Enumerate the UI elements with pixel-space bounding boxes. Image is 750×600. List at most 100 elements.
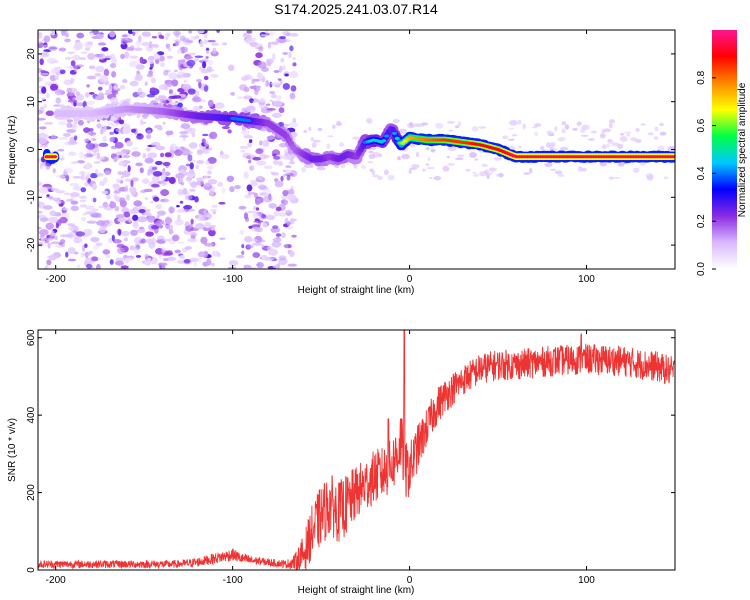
spectrogram-noise-blob xyxy=(97,86,103,91)
spectrogram-noise-blob xyxy=(187,88,196,95)
spectrogram-noise-blob xyxy=(62,207,70,211)
spectrogram-halo-blob xyxy=(507,138,515,141)
spectrogram-noise-blob xyxy=(54,197,58,201)
spectrogram-noise-blob xyxy=(250,109,256,114)
spectrogram-noise-blob xyxy=(151,175,160,183)
spectrogram-noise-blob xyxy=(266,60,272,67)
spectrogram-noise-blob xyxy=(272,155,281,160)
spectrogram-noise-blob xyxy=(208,229,216,237)
spectrogram-data xyxy=(38,30,675,269)
spectrogram-noise-blob xyxy=(155,58,160,64)
spectrogram-halo-blob xyxy=(420,122,429,126)
spectrogram-noise-blob xyxy=(55,200,62,205)
colorbar-tick-label: 0.2 xyxy=(696,214,707,228)
spectrogram-noise-blob xyxy=(239,230,245,235)
spectrogram-noise-blob xyxy=(124,257,134,261)
spectrogram-noise-blob xyxy=(43,121,54,125)
spectrogram-noise-blob xyxy=(207,156,217,164)
spectrogram-noise-blob xyxy=(47,243,51,249)
spectrogram-noise-blob xyxy=(273,69,280,73)
ridge-core xyxy=(52,155,58,159)
spectrogram-noise-blob xyxy=(156,219,165,225)
spectrogram-halo-blob xyxy=(545,142,551,148)
spectrogram-noise-blob xyxy=(55,97,62,104)
spectrogram-noise-blob xyxy=(148,242,156,249)
spectrogram-noise-blob xyxy=(277,78,282,81)
spectrogram-halo-blob xyxy=(421,168,427,172)
spectrogram-noise-blob xyxy=(187,154,193,162)
spectrogram-halo-blob xyxy=(430,148,436,153)
spectrogram-noise-blob xyxy=(261,213,266,219)
spectrogram-noise-blob xyxy=(204,182,211,187)
spectrogram-noise-blob xyxy=(63,167,74,173)
spectrogram-noise-blob xyxy=(289,33,299,37)
spectrogram-noise-blob xyxy=(67,151,77,157)
spectrogram-noise-blob xyxy=(174,149,183,156)
spectrogram-noise-blob xyxy=(97,42,107,46)
spectrogram-halo-blob xyxy=(599,161,607,167)
snr-series-line xyxy=(38,330,675,570)
spectrogram-noise-blob xyxy=(139,226,145,230)
spectrogram-noise-blob xyxy=(67,87,78,94)
spectrogram-noise-blob xyxy=(284,226,295,230)
spectrogram-noise-blob xyxy=(109,63,117,69)
spectrogram-noise-blob xyxy=(106,194,111,200)
spectrogram-noise-blob xyxy=(109,201,117,209)
spectrogram-noise-blob xyxy=(184,194,193,201)
spectrogram-noise-blob xyxy=(165,43,171,49)
spectrogram-noise-blob xyxy=(163,251,174,256)
spectrogram-noise-blob xyxy=(99,180,106,187)
spectrogram-halo-blob xyxy=(549,142,556,147)
spectrogram-noise-blob xyxy=(87,52,96,60)
spectrogram-noise-blob xyxy=(83,252,92,256)
spectrogram-halo-blob xyxy=(509,119,518,126)
spectrogram-noise-blob xyxy=(227,64,235,71)
spectrogram-halo-blob xyxy=(316,166,326,171)
spectrogram-noise-blob xyxy=(38,186,49,194)
spectrogram-noise-blob xyxy=(169,92,177,96)
spectrogram-noise-blob xyxy=(66,129,77,133)
spectrogram-noise-blob xyxy=(66,122,73,129)
spectrogram-noise-blob xyxy=(49,74,57,82)
spectrogram-noise-blob xyxy=(135,254,142,258)
spectrogram-noise-blob xyxy=(252,252,261,258)
spectrogram-noise-blob xyxy=(111,70,117,78)
spectrogram-noise-blob xyxy=(68,92,74,96)
spectrogram-noise-blob xyxy=(247,210,257,214)
spectrogram-halo-blob xyxy=(446,120,456,124)
spectrogram-noise-blob xyxy=(91,213,99,218)
spectrogram-noise-blob xyxy=(158,84,167,91)
spectrogram-noise-blob xyxy=(263,165,273,170)
spectrogram-noise-blob xyxy=(139,56,144,64)
spectrogram-noise-blob xyxy=(151,44,158,47)
spectrogram-halo-blob xyxy=(607,138,612,142)
spectrogram-halo-blob xyxy=(429,176,433,180)
spectrogram-noise-blob xyxy=(49,83,59,91)
spectrogram-noise-blob xyxy=(53,104,62,107)
spectrogram-noise-blob xyxy=(227,129,232,134)
spectrogram-noise-blob xyxy=(196,149,203,156)
spectrogram-noise-blob xyxy=(85,138,90,143)
spectrogram-noise-blob xyxy=(234,184,241,190)
spectrogram-noise-blob xyxy=(289,218,295,225)
spectrogram-noise-blob xyxy=(113,190,121,194)
spectrogram-noise-blob xyxy=(65,174,70,182)
spectrogram-noise-blob xyxy=(267,41,272,49)
spectrogram-noise-blob xyxy=(187,178,192,185)
spectrogram-noise-blob xyxy=(86,75,97,80)
y-tick-label: -10 xyxy=(26,190,37,205)
spectrogram-noise-blob xyxy=(39,58,44,66)
spectrogram-halo-blob xyxy=(626,133,630,137)
spectrogram-noise-blob xyxy=(204,175,209,179)
spectrogram-halo-blob xyxy=(654,136,658,140)
spectrogram-halo-blob xyxy=(401,153,411,160)
spectrogram-noise-blob xyxy=(76,102,85,107)
spectrogram-noise-blob xyxy=(261,244,265,248)
spectrogram-noise-blob xyxy=(236,254,245,259)
spectrogram-halo-blob xyxy=(654,126,659,132)
spectrogram-halo-blob xyxy=(663,176,669,180)
ridge-core xyxy=(670,155,675,159)
spectrogram-noise-blob xyxy=(212,47,217,55)
spectrogram-noise-blob xyxy=(51,188,60,192)
spectrogram-halo-blob xyxy=(317,127,323,131)
